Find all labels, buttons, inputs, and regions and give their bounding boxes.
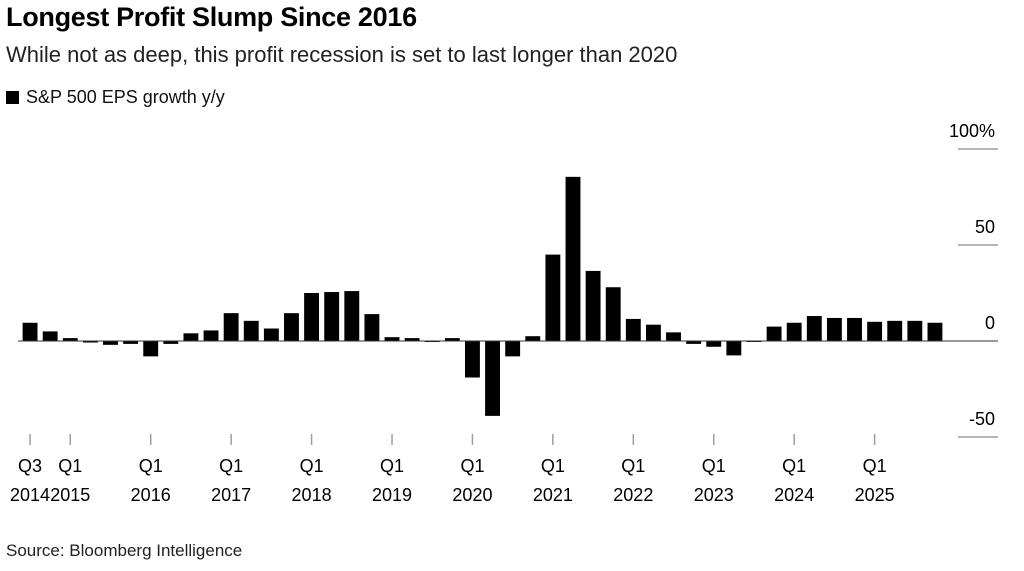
bar bbox=[444, 338, 460, 341]
legend: S&P 500 EPS growth y/y bbox=[6, 87, 225, 108]
bar bbox=[404, 338, 420, 341]
bar bbox=[605, 287, 621, 341]
bar bbox=[525, 336, 541, 341]
bar bbox=[625, 318, 641, 341]
bar bbox=[22, 322, 38, 341]
x-tick-quarter-label: Q1 bbox=[541, 456, 565, 476]
x-tick-year-label: 2021 bbox=[533, 485, 573, 505]
y-tick-label: 50 bbox=[975, 217, 995, 237]
source-note: Source: Bloomberg Intelligence bbox=[6, 541, 243, 560]
y-axis: 100% 50 0 -50 bbox=[949, 121, 998, 438]
bar bbox=[203, 330, 219, 341]
bar bbox=[42, 331, 58, 341]
bar bbox=[867, 321, 883, 341]
bar bbox=[143, 341, 159, 357]
bar bbox=[545, 254, 561, 341]
x-tick-year-label: 2024 bbox=[774, 485, 814, 505]
bar bbox=[666, 332, 681, 341]
x-tick-year-label: 2019 bbox=[372, 485, 412, 505]
legend-label: S&P 500 EPS growth y/y bbox=[26, 87, 225, 107]
x-tick-quarter-label: Q1 bbox=[380, 456, 404, 476]
bar bbox=[887, 320, 903, 341]
x-tick-year-label: 2022 bbox=[613, 485, 653, 505]
y-tick-label: -50 bbox=[969, 409, 995, 429]
bar bbox=[223, 313, 239, 341]
x-tick-year-label: 2015 bbox=[50, 485, 90, 505]
bar bbox=[686, 341, 702, 344]
bar bbox=[284, 313, 299, 341]
bar bbox=[62, 338, 78, 341]
x-tick-quarter-label: Q1 bbox=[139, 456, 163, 476]
x-tick-quarter-label: Q1 bbox=[300, 456, 324, 476]
x-tick-quarter-label: Q1 bbox=[219, 456, 243, 476]
x-tick-year-label: 2017 bbox=[211, 485, 251, 505]
bar bbox=[103, 341, 118, 345]
bar bbox=[927, 322, 943, 341]
bar bbox=[384, 337, 400, 341]
bar bbox=[726, 341, 742, 356]
bar-series bbox=[22, 176, 943, 416]
bar bbox=[82, 341, 98, 343]
x-tick-quarter-label: Q1 bbox=[702, 456, 726, 476]
bar bbox=[324, 292, 340, 341]
bar bbox=[786, 322, 802, 341]
x-tick-year-label: 2020 bbox=[452, 485, 492, 505]
bar bbox=[806, 316, 822, 341]
bar bbox=[465, 341, 480, 378]
bar bbox=[907, 320, 923, 341]
legend-swatch bbox=[6, 91, 19, 104]
y-tick-label: 100% bbox=[949, 121, 995, 141]
bar bbox=[826, 317, 842, 341]
x-tick-year-label: 2018 bbox=[292, 485, 332, 505]
bar bbox=[364, 314, 380, 341]
x-tick-year-label: 2014 bbox=[10, 485, 50, 505]
bar bbox=[565, 176, 581, 341]
x-tick-quarter-label: Q1 bbox=[460, 456, 484, 476]
bar bbox=[183, 333, 199, 341]
bar bbox=[123, 341, 139, 344]
bar bbox=[645, 324, 661, 341]
chart-subtitle: While not as deep, this profit recession… bbox=[6, 42, 678, 67]
bar bbox=[163, 341, 179, 344]
x-tick-year-label: 2025 bbox=[855, 485, 895, 505]
x-tick-quarter-label: Q1 bbox=[621, 456, 645, 476]
x-axis: Q3 2014 Q1 2015 Q1 2016 Q1 2017 Q1 2018 Q1 2019 Q1 20… bbox=[10, 434, 895, 505]
bar bbox=[263, 328, 279, 341]
y-tick-label: 0 bbox=[985, 313, 995, 333]
x-tick-year-label: 2016 bbox=[131, 485, 171, 505]
bar bbox=[505, 341, 521, 357]
bar bbox=[344, 291, 360, 341]
bar bbox=[706, 341, 722, 347]
bar bbox=[847, 317, 862, 341]
x-tick-quarter-label: Q1 bbox=[58, 456, 82, 476]
x-tick-quarter-label: Q1 bbox=[863, 456, 887, 476]
bar bbox=[243, 320, 259, 341]
bar bbox=[485, 341, 500, 416]
bar bbox=[766, 326, 782, 341]
x-tick-quarter-label: Q1 bbox=[782, 456, 806, 476]
bar bbox=[585, 270, 601, 341]
chart-title: Longest Profit Slump Since 2016 bbox=[6, 2, 417, 32]
bar bbox=[304, 293, 320, 341]
x-tick-quarter-label: Q3 bbox=[18, 456, 42, 476]
x-tick-year-label: 2023 bbox=[694, 485, 734, 505]
